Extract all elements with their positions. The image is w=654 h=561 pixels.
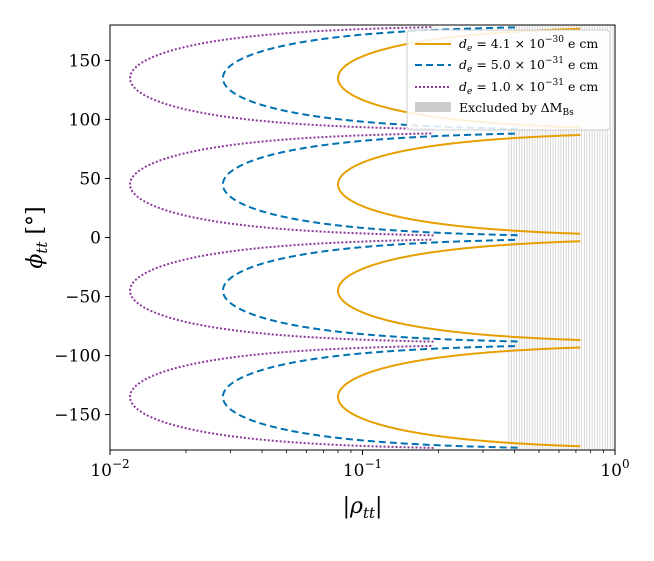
legend-label-1: de = 4.1 × 10−30 e cm	[459, 35, 598, 54]
y-axis-title: ϕtt [°]	[23, 206, 51, 268]
series-2-branch-4	[221, 345, 518, 449]
axis-ticks: 150 100 50 0 −50 −100 −150 10−2 10−1 100	[54, 51, 629, 481]
series-2-branch-1	[221, 132, 518, 237]
legend-box	[406, 29, 611, 131]
series-2-branch-3	[221, 238, 518, 343]
series-3-branch-1	[128, 132, 434, 237]
series-1-branch-4	[337, 346, 581, 448]
legend: de = 4.1 × 10−30 e cm de = 5.0 × 10−31 e …	[406, 29, 611, 131]
y-tick-label: 0	[90, 229, 101, 249]
y-tick-label: −50	[65, 288, 101, 308]
y-tick-label: 50	[79, 169, 101, 189]
series-3-branch-4	[128, 344, 434, 449]
y-axis-label: ϕtt [°]	[23, 206, 51, 268]
series-1-branch-3	[337, 240, 581, 342]
legend-label-2: de = 5.0 × 10−31 e cm	[459, 56, 598, 75]
y-tick-label: 100	[69, 110, 101, 130]
y-tick-label: −150	[54, 406, 101, 426]
legend-label-3: de = 1.0 × 10−31 e cm	[459, 78, 598, 97]
legend-swatch-excluded	[415, 102, 451, 112]
x-axis-label: |ρtt|	[343, 494, 383, 522]
series-3-branch-3	[128, 238, 434, 343]
series-1-branch-2	[337, 27, 581, 129]
y-tick-label: −100	[54, 347, 101, 367]
legend-label-excluded: Excluded by ΔMBs	[459, 100, 574, 118]
x-axis-title: |ρtt|	[343, 494, 383, 522]
series-3-branch-2	[128, 26, 434, 131]
data-curves	[128, 26, 581, 449]
series-2-branch-2	[221, 26, 518, 130]
series-1-branch-1	[337, 133, 581, 235]
y-tick-label: 150	[69, 51, 101, 71]
x-tick-label: 100	[600, 457, 629, 481]
x-tick-label: 10−1	[343, 457, 382, 481]
x-tick-label: 10−2	[90, 457, 129, 481]
